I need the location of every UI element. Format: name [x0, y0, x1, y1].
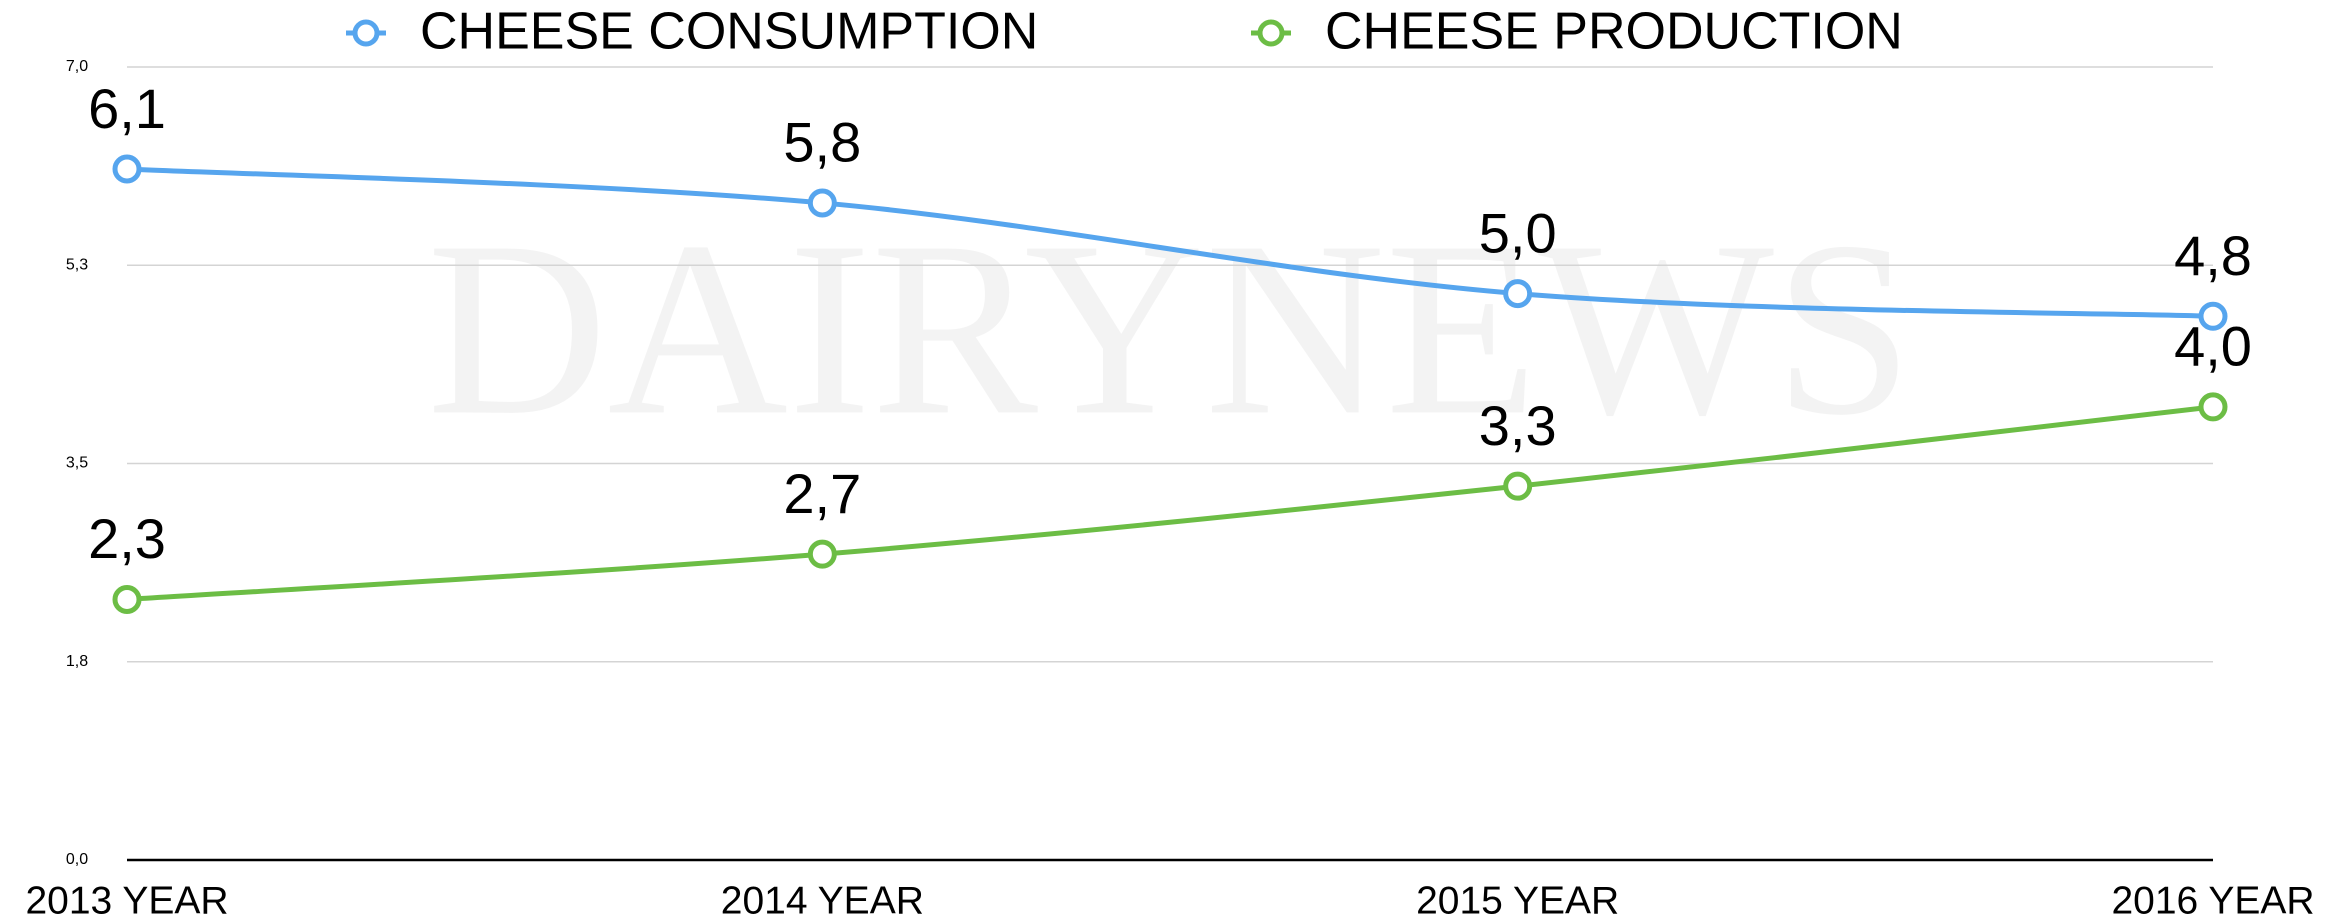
data-point: [807, 539, 837, 569]
legend-marker: [352, 19, 380, 47]
y-tick-label: 1,8: [66, 653, 88, 670]
data-label: 4,8: [2174, 224, 2252, 287]
legend-label: CHEESE CONSUMPTION: [420, 3, 1038, 61]
data-point: [807, 188, 837, 218]
series-line: [126, 166, 2214, 319]
legend-label: CHEESE PRODUCTION: [1325, 3, 1903, 61]
data-label: 2,3: [88, 507, 166, 570]
data-label: 5,0: [1479, 201, 1557, 264]
data-label: 2,7: [783, 462, 861, 525]
y-tick-label: 5,3: [66, 256, 88, 273]
data-label: 6,1: [88, 77, 166, 140]
data-point: [1503, 471, 1533, 501]
data-label: 3,3: [1479, 394, 1557, 457]
data-label: 4,0: [2174, 315, 2252, 378]
data-point: [2198, 301, 2228, 331]
legend-marker: [1257, 19, 1285, 47]
x-tick-label: 2016 YEAR: [2111, 879, 2314, 922]
y-tick-label: 3,5: [66, 455, 88, 472]
series-line: [126, 404, 2214, 602]
x-tick-label: 2015 YEAR: [1416, 879, 1619, 922]
data-label: 5,8: [783, 111, 861, 174]
x-tick-label: 2013 YEAR: [25, 879, 228, 922]
y-tick-label: 0,0: [66, 851, 88, 868]
data-point: [2198, 392, 2228, 422]
x-tick-label: 2014 YEAR: [721, 879, 924, 922]
watermark: DAIRYNEWS: [427, 190, 1913, 467]
data-point: [112, 584, 142, 614]
y-tick-label: 7,0: [66, 58, 88, 75]
data-point: [112, 154, 142, 184]
data-point: [1503, 279, 1533, 309]
